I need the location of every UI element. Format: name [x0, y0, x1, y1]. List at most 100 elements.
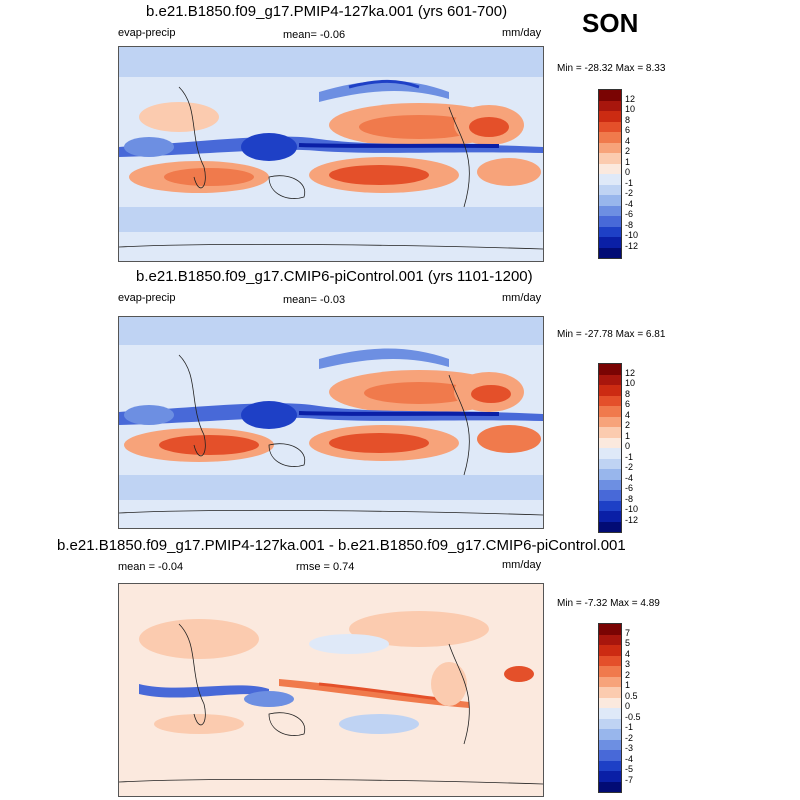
colorbar-swatch	[599, 174, 621, 185]
colorbar-swatch	[599, 687, 621, 698]
colorbar-swatch	[599, 163, 621, 174]
colorbar-swatch	[599, 760, 621, 771]
colorbar-tick-label: -4	[625, 472, 634, 483]
colorbar-tick-label: -8	[625, 219, 634, 230]
panel3-minmax: Min = -7.32 Max = 4.89	[557, 598, 660, 609]
colorbar-swatch	[599, 195, 621, 206]
colorbar-swatch	[599, 448, 621, 459]
colorbar-swatch	[599, 226, 621, 237]
colorbar-swatch	[599, 676, 621, 687]
panel2-title: b.e21.B1850.f09_g17.CMIP6-piControl.001 …	[136, 268, 533, 285]
panel3-map	[118, 583, 544, 797]
colorbar-tick-label: -1	[625, 451, 634, 462]
panel2-units: mm/day	[502, 292, 542, 304]
panel1-mean: mean= -0.06	[283, 29, 346, 41]
colorbar-swatch	[599, 395, 621, 406]
colorbar-swatch	[599, 416, 621, 427]
colorbar-tick-label: -8	[625, 493, 634, 504]
colorbar-swatch	[599, 666, 621, 677]
panel3-mean: mean = -0.04	[118, 561, 184, 573]
colorbar-tick-label: -1	[625, 722, 634, 732]
colorbar-tick-label: 12	[625, 367, 636, 378]
colorbar-tick-label: 8	[625, 388, 631, 399]
colorbar-swatch	[599, 458, 621, 469]
colorbar-swatch	[599, 121, 621, 132]
colorbar-swatch	[599, 479, 621, 490]
colorbar-tick-label: 0	[625, 167, 631, 177]
colorbar-tick-label: 6	[625, 125, 631, 135]
colorbar-swatch	[599, 184, 621, 195]
colorbar-swatch	[599, 750, 621, 761]
colorbar-swatch	[599, 521, 621, 532]
colorbar-swatch	[599, 385, 621, 396]
colorbar-swatch	[599, 655, 621, 666]
colorbar-tick-label: -2	[625, 732, 634, 743]
colorbar-swatch	[599, 427, 621, 438]
colorbar-swatch	[599, 406, 621, 417]
colorbar-swatch	[599, 205, 621, 216]
colorbar-tick-label: 1	[625, 156, 631, 167]
panel3-title: b.e21.B1850.f09_g17.PMIP4-127ka.001 - b.…	[57, 537, 626, 554]
colorbar-tick-label: 4	[625, 135, 631, 146]
panel2-mean: mean= -0.03	[283, 294, 346, 306]
panel1-title: b.e21.B1850.f09_g17.PMIP4-127ka.001 (yrs…	[146, 3, 508, 20]
colorbar-tick-label: 0.5	[625, 690, 638, 701]
colorbar-tick-label: -0.5	[625, 711, 641, 722]
colorbar-tick-label: 2	[625, 669, 631, 680]
colorbar-swatch	[599, 247, 621, 258]
colorbar-tick-label: -1	[625, 177, 634, 188]
colorbar-tick-label: 0	[625, 441, 631, 451]
colorbar-tick-label: 10	[625, 104, 636, 114]
colorbar-swatch	[599, 237, 621, 248]
colorbar-swatch	[599, 469, 621, 480]
colorbar-tick-label: -6	[625, 483, 634, 493]
colorbar-tick-label: 1	[625, 430, 631, 441]
colorbar-tick-label: 2	[625, 420, 631, 430]
panel2-variable-label: evap-precip	[118, 292, 176, 304]
colorbar-tick-label: -4	[625, 198, 634, 209]
colorbar-swatch	[599, 511, 621, 522]
colorbar-swatch	[599, 437, 621, 448]
colorbar-swatch	[599, 624, 621, 635]
colorbar-swatch	[599, 718, 621, 729]
colorbar-swatch	[599, 708, 621, 719]
colorbar-swatch	[599, 100, 621, 111]
panel3-colorbar	[598, 623, 622, 793]
colorbar-tick-label: 8	[625, 114, 631, 125]
panel1-units: mm/day	[502, 27, 542, 39]
colorbar-tick-label: -2	[625, 462, 634, 472]
colorbar-tick-label: 2	[625, 146, 631, 156]
colorbar-swatch	[599, 490, 621, 501]
panel1-colorbar	[598, 89, 622, 259]
colorbar-tick-label: 7	[625, 627, 631, 638]
panel2-colorbar	[598, 363, 622, 533]
colorbar-tick-label: 0	[625, 701, 631, 711]
colorbar-tick-label: -12	[625, 514, 639, 525]
colorbar-tick-label: 6	[625, 399, 631, 409]
colorbar-tick-label: 1	[625, 680, 631, 690]
colorbar-swatch	[599, 374, 621, 385]
panel1-map	[118, 46, 544, 262]
colorbar-swatch	[599, 90, 621, 101]
colorbar-tick-label: -6	[625, 209, 634, 219]
colorbar-swatch	[599, 153, 621, 164]
colorbar-tick-label: -7	[625, 774, 634, 785]
colorbar-swatch	[599, 111, 621, 122]
colorbar-tick-label: -5	[625, 764, 634, 774]
colorbar-tick-label: 10	[625, 378, 636, 388]
colorbar-swatch	[599, 739, 621, 750]
colorbar-tick-label: -10	[625, 230, 639, 240]
season-label: SON	[582, 8, 639, 38]
panel1-variable-label: evap-precip	[118, 27, 176, 39]
colorbar-tick-label: -3	[625, 743, 634, 753]
panel3-rmse: rmse = 0.74	[296, 561, 355, 573]
colorbar-swatch	[599, 500, 621, 511]
colorbar-swatch	[599, 142, 621, 153]
panel3-units: mm/day	[502, 559, 542, 571]
colorbar-tick-label: 5	[625, 638, 631, 648]
colorbar-swatch	[599, 216, 621, 227]
colorbar-tick-label: 4	[625, 648, 631, 659]
colorbar-tick-label: 3	[625, 659, 631, 669]
colorbar-swatch	[599, 771, 621, 782]
panel2-map	[118, 316, 544, 529]
